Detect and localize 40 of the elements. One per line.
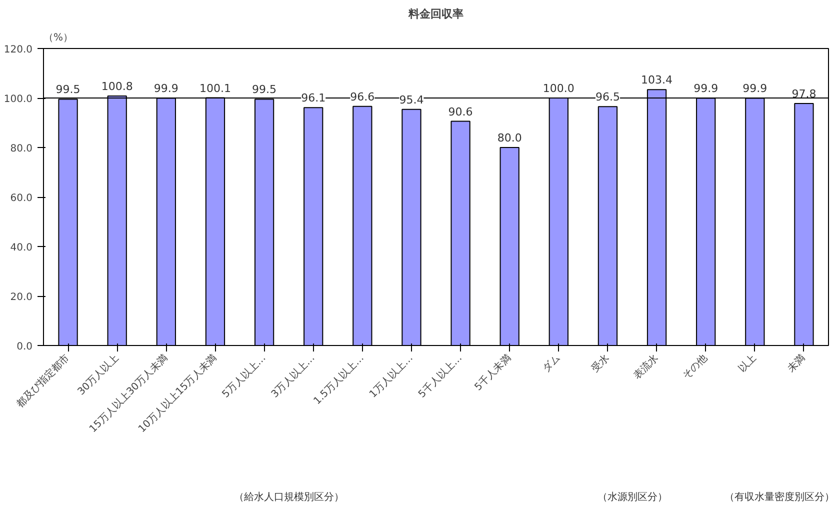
x-tick-label: 未満 xyxy=(785,352,808,375)
x-tick-label: 以上 xyxy=(736,352,759,375)
data-label: 100.0 xyxy=(542,82,574,95)
data-label: 96.5 xyxy=(595,90,620,104)
data-label: 97.8 xyxy=(792,87,816,100)
text: （有収水量密度別区分） xyxy=(724,491,834,503)
x-tick-label: その他 xyxy=(680,352,710,382)
data-label: 80.0 xyxy=(497,132,522,144)
data-label: 99.9 xyxy=(742,82,768,96)
x-tick-label: 5千人以上… xyxy=(416,352,464,400)
chart-title: 料金回収率 xyxy=(408,8,464,20)
x-tick-label: ダム xyxy=(540,352,563,375)
x-tick-label: 都及び指定都市 xyxy=(14,352,72,410)
text: （給水人口規模別区分） xyxy=(234,491,344,503)
x-tick-label: 5千人未満 xyxy=(472,352,514,394)
data-label: 95.4 xyxy=(399,93,424,106)
data-label: 96.6 xyxy=(350,90,375,104)
x-tick-label: 30万人以上 xyxy=(75,352,121,398)
data-label: 96.1 xyxy=(301,92,326,105)
data-label: 99.9 xyxy=(694,82,718,96)
y-tick-label: 80.0 xyxy=(10,144,32,154)
y-tick-label: 20.0 xyxy=(10,292,32,303)
y-tick-label: 100.0 xyxy=(4,94,33,105)
y-tick-label: 60.0 xyxy=(10,193,32,204)
y-tick-label: 0.0 xyxy=(16,342,33,352)
y-axis-title: （%） xyxy=(44,32,74,44)
data-label: 100.1 xyxy=(199,82,231,95)
x-tick-label: 表流水 xyxy=(630,352,661,382)
data-label: 99.9 xyxy=(154,82,178,96)
text: （水源別区分） xyxy=(597,491,668,503)
x-tick-label: 5万人以上… xyxy=(220,352,268,400)
data-label: 90.6 xyxy=(448,105,473,118)
x-tick-label: 1万人以上… xyxy=(367,352,416,400)
y-tick-label: 120.0 xyxy=(4,44,33,56)
x-tick-label: 受水 xyxy=(588,352,612,375)
y-tick-label: 40.0 xyxy=(10,242,32,254)
data-label: 99.5 xyxy=(56,83,80,96)
data-label: 99.5 xyxy=(252,83,277,96)
data-label: 103.4 xyxy=(641,74,673,87)
data-label: 100.8 xyxy=(101,80,133,94)
